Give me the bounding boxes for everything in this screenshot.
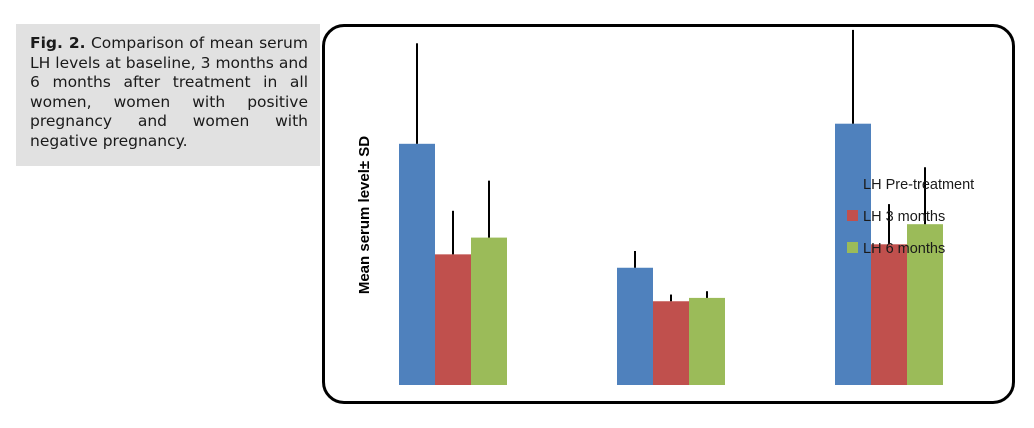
figure-caption-box: Fig. 2. Comparison of mean serum LH leve… <box>16 24 320 166</box>
y-axis-label: Mean serum level± SD <box>356 136 373 294</box>
legend-label-2: LH 3 months <box>863 209 945 225</box>
caption-label: Fig. 2. <box>30 34 86 52</box>
figure-caption: Fig. 2. Comparison of mean serum LH leve… <box>30 34 308 151</box>
bar-series1-group1 <box>399 143 435 385</box>
bar-series2-group1 <box>435 254 471 385</box>
legend-label-1: LH Pre-treatment <box>863 177 974 193</box>
bar-series3-group2 <box>689 297 725 385</box>
bar-series2-group2 <box>653 301 689 385</box>
bar-series3-group1 <box>471 237 507 385</box>
bar-series3-group3 <box>907 224 943 385</box>
legend-swatch-2 <box>847 210 858 221</box>
bar-series2-group3 <box>871 244 907 385</box>
legend-label-3: LH 6 months <box>863 241 945 257</box>
caption-body: Comparison of mean serum LH levels at ba… <box>30 34 308 150</box>
bar-series1-group2 <box>617 267 653 385</box>
legend-swatch-1 <box>847 178 858 189</box>
bar-series1-group3 <box>835 123 871 385</box>
legend-swatch-3 <box>847 242 858 253</box>
